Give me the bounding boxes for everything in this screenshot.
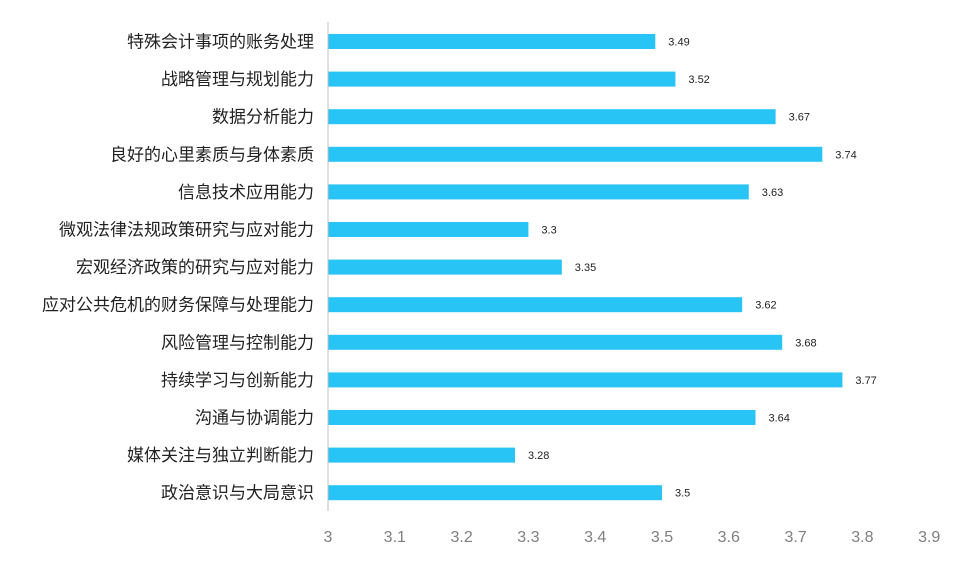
bar-3: [328, 146, 823, 162]
category-label-11: 媒体关注与独立判断能力: [127, 446, 314, 466]
category-labels-layer: 特殊会计事项的账务处理战略管理与规划能力数据分析能力良好的心里素质与身体素质信息…: [42, 33, 314, 504]
category-label-2: 数据分析能力: [212, 108, 314, 128]
x-tick-label-1: 3.1: [384, 529, 406, 546]
value-label-10: 3.64: [769, 413, 790, 425]
value-label-2: 3.67: [789, 112, 810, 124]
category-label-12: 政治意识与大局意识: [161, 484, 314, 504]
category-label-3: 良好的心里素质与身体素质: [110, 145, 314, 165]
bar-4: [328, 184, 749, 200]
bar-0: [328, 34, 656, 49]
value-label-7: 3.62: [755, 300, 776, 312]
x-tick-label-5: 3.5: [651, 529, 673, 546]
x-tick-label-4: 3.4: [584, 529, 606, 546]
bar-5: [328, 222, 529, 237]
x-tick-labels-layer: 3 3.1 3.2 3.3 3.4 3.5 3.6 3.7 3.8 3.9: [324, 529, 941, 546]
category-label-9: 持续学习与创新能力: [161, 371, 314, 391]
x-tick-label-2: 3.2: [450, 529, 472, 546]
bar-8: [328, 334, 783, 350]
category-label-7: 应对公共危机的财务保障与处理能力: [42, 296, 314, 316]
value-label-4: 3.63: [762, 187, 783, 199]
x-tick-label-3: 3.3: [517, 529, 539, 546]
value-label-1: 3.52: [688, 74, 709, 86]
category-label-4: 信息技术应用能力: [178, 183, 314, 203]
x-tick-label-0: 3: [324, 529, 333, 546]
value-label-6: 3.35: [575, 262, 596, 274]
value-label-8: 3.68: [795, 337, 816, 349]
bar-6: [328, 259, 562, 275]
bar-12: [328, 485, 662, 501]
bar-1: [328, 71, 676, 87]
x-tick-label-9: 3.9: [918, 529, 940, 546]
value-label-11: 3.28: [528, 450, 549, 462]
category-label-8: 风险管理与控制能力: [161, 333, 314, 353]
value-label-3: 3.74: [835, 149, 856, 161]
value-label-0: 3.49: [668, 37, 689, 49]
bars-layer: [328, 34, 843, 501]
category-label-10: 沟通与协调能力: [195, 409, 314, 429]
category-label-0: 特殊会计事项的账务处理: [127, 33, 314, 53]
bar-10: [328, 410, 756, 425]
category-label-6: 宏观经济政策的研究与应对能力: [76, 258, 314, 278]
bar-11: [328, 447, 515, 463]
bar-7: [328, 297, 743, 313]
value-label-9: 3.77: [855, 375, 876, 387]
value-label-5: 3.3: [541, 225, 556, 237]
bar-2: [328, 109, 776, 125]
bar-9: [328, 372, 843, 388]
x-tick-label-6: 3.6: [718, 529, 740, 546]
x-tick-label-8: 3.8: [851, 529, 873, 546]
value-label-12: 3.5: [675, 488, 690, 500]
value-labels-layer: 3.49 3.52 3.67 3.74 3.63 3.3 3.35 3.62 3.68 3.77 3…: [528, 37, 877, 500]
x-tick-label-7: 3.7: [784, 529, 806, 546]
category-label-5: 微观法律法规政策研究与应对能力: [59, 221, 314, 241]
category-label-1: 战略管理与规划能力: [161, 70, 314, 90]
